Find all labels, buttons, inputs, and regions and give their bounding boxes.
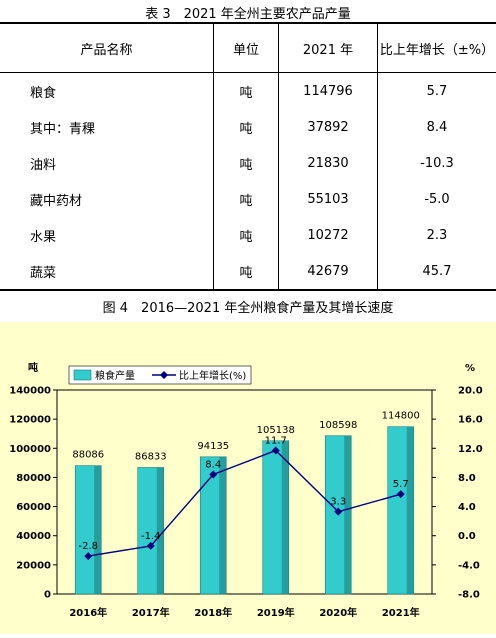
growth-value-label: 3.3 [330,497,346,508]
y-right-tick-label: 0.0 [458,531,476,542]
table-row: 粮食 吨 114796 5.7 [0,73,496,110]
cell-value: 10272 [279,217,378,253]
legend-line-label: 比上年增长(%) [179,369,246,382]
growth-value-label: -1.4 [141,531,161,542]
cell-unit: 吨 [214,217,279,253]
cell-growth: -10.3 [378,145,496,181]
grain-production-chart: 0 20000 40000 60000 80000 100000 120000 140000 -… [0,322,496,634]
crop-production-table: 产品名称 单位 2021 年 比上年增长（±%） 粮食 吨 114796 5.7… [0,22,496,291]
bar-value-label: 114800 [382,411,420,422]
y-left-tick-label: 100000 [9,444,51,455]
y-left-tick-label: 40000 [16,531,51,542]
bar-value-label: 94135 [197,441,229,452]
y-right-tick-label: -4.0 [458,560,480,571]
bar-shade [344,436,351,594]
y-right-tick-label: 4.0 [458,502,476,513]
cell-unit: 吨 [214,109,279,145]
cell-growth: 2.3 [378,217,496,253]
cell-growth: 8.4 [378,109,496,145]
growth-value-label: 11.7 [265,435,287,446]
figure-caption: 图 4 2016—2021 年全州粮食产量及其增长速度 [0,297,496,316]
y-left-tick-label: 80000 [16,473,51,484]
cell-product: 水果 [0,217,214,253]
growth-value-label: -2.8 [78,541,98,552]
y-left-tick-label: 20000 [16,560,51,571]
cell-unit: 吨 [214,181,279,217]
col-header-growth: 比上年增长（±%） [378,23,496,73]
bar-shade [219,457,226,594]
x-tick-label: 2016年 [69,606,107,619]
cell-unit: 吨 [214,253,279,290]
y-right-tick-label: 20.0 [458,386,483,397]
cell-product: 其中：青稞 [0,109,214,145]
x-tick-label: 2018年 [194,606,232,619]
y-left-tick-label: 60000 [16,502,51,513]
bar-value-label: 105138 [257,425,295,436]
bar-value-label: 108598 [319,420,357,431]
table-row: 藏中药材 吨 55103 -5.0 [0,181,496,217]
y-left-tick-label: 0 [44,590,51,601]
cell-value: 42679 [279,253,378,290]
cell-growth: 45.7 [378,253,496,290]
cell-growth: 5.7 [378,73,496,110]
y-left-tick-label: 140000 [9,386,51,397]
cell-value: 114796 [279,73,378,110]
y-right-axis-label: % [465,363,475,374]
x-tick-label: 2020年 [319,606,357,619]
cell-unit: 吨 [214,145,279,181]
legend-bar-swatch [74,370,91,380]
cell-growth: -5.0 [378,181,496,217]
cell-value: 55103 [279,181,378,217]
cell-value: 37892 [279,109,378,145]
bar-shade [94,466,101,594]
y-right-tick-label: 12.0 [458,444,483,455]
table-caption: 表 3 2021 年全州主要农产品产量 [0,3,496,22]
col-header-2021: 2021 年 [279,23,378,73]
y-right-tick-label: -8.0 [458,590,480,601]
y-right-tick-label: 8.0 [458,473,476,484]
cell-product: 藏中药材 [0,181,214,217]
table-row: 水果 吨 10272 2.3 [0,217,496,253]
bar-value-label: 86833 [135,451,167,462]
col-header-product: 产品名称 [0,23,214,73]
cell-product: 蔬菜 [0,253,214,290]
x-tick-label: 2017年 [132,606,170,619]
bar-value-label: 88086 [72,450,104,461]
plot-area [57,390,432,594]
cell-value: 21830 [279,145,378,181]
chart-svg: 0 20000 40000 60000 80000 100000 120000 140000 -… [0,322,496,634]
col-header-unit: 单位 [214,23,279,73]
x-tick-label: 2021年 [382,606,420,619]
table-row: 油料 吨 21830 -10.3 [0,145,496,181]
y-left-tick-label: 120000 [9,415,51,426]
cell-product: 粮食 [0,73,214,110]
cell-unit: 吨 [214,73,279,110]
growth-value-label: 8.4 [205,460,221,471]
bar-shade [282,441,289,594]
table-row: 其中：青稞 吨 37892 8.4 [0,109,496,145]
legend-bar-label: 粮食产量 [95,369,135,382]
table-header-row: 产品名称 单位 2021 年 比上年增长（±%） [0,23,496,73]
y-right-tick-label: 16.0 [458,415,483,426]
y-left-axis-label: 吨 [28,361,38,374]
cell-product: 油料 [0,145,214,181]
bar-shade [407,427,414,594]
x-tick-label: 2019年 [257,606,295,619]
growth-value-label: 5.7 [393,479,409,490]
table-row: 蔬菜 吨 42679 45.7 [0,253,496,290]
